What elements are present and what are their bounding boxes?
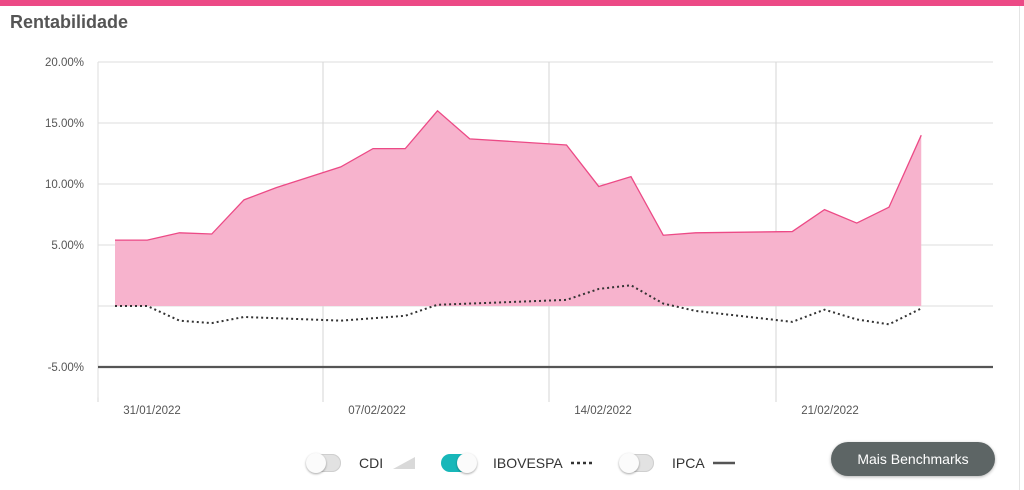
panel-border: [1019, 6, 1020, 490]
solid-line-icon: [712, 461, 735, 465]
rentabilidade-chart: 31/01/2022 07/02/2022 14/02/2022 21/02/2022…: [45, 57, 993, 417]
line-layer: [98, 109, 993, 369]
area-wedge-icon: [393, 457, 416, 469]
y-tick-label: -5.00%: [48, 362, 84, 374]
toggle-knob: [306, 453, 326, 473]
x-tick-label: 14/02/2022: [574, 405, 632, 417]
x-tick-label: 31/01/2022: [123, 405, 181, 417]
ipca-toggle[interactable]: [619, 453, 654, 473]
series-line-carteira: [115, 109, 922, 241]
cdi-toggle[interactable]: [306, 453, 341, 473]
legend-label-ipca: IPCA: [672, 455, 705, 471]
dashed-line-icon: [570, 461, 593, 465]
page-title: Rentabilidade: [10, 12, 129, 32]
top-accent-bar: [0, 0, 1024, 6]
x-tick-label: 07/02/2022: [348, 405, 406, 417]
y-tick-label: 20.00%: [45, 57, 84, 69]
y-tick-label: 15.00%: [45, 118, 84, 130]
y-tick-label: 5.00%: [51, 240, 84, 252]
more-benchmarks-button[interactable]: Mais Benchmarks: [831, 442, 995, 476]
legend-label-cdi: CDI: [359, 455, 384, 471]
ibovespa-toggle[interactable]: [441, 453, 477, 473]
axis-layer: 31/01/2022 07/02/2022 14/02/2022 21/02/2022…: [45, 57, 859, 417]
toggle-knob: [457, 453, 477, 473]
legend-item-ibovespa[interactable]: IBOVESPA: [441, 452, 593, 474]
legend-item-ipca[interactable]: IPCA: [619, 452, 735, 474]
series-area-fill: [115, 110, 922, 306]
x-tick-label: 21/02/2022: [801, 405, 859, 417]
toggle-knob: [619, 453, 639, 473]
legend-label-ibovespa: IBOVESPA: [493, 455, 563, 471]
y-tick-label: 10.00%: [45, 179, 84, 191]
legend-item-cdi[interactable]: CDI: [306, 452, 416, 474]
series-line-ibovespa: [115, 284, 922, 326]
area-layer: [115, 110, 922, 306]
